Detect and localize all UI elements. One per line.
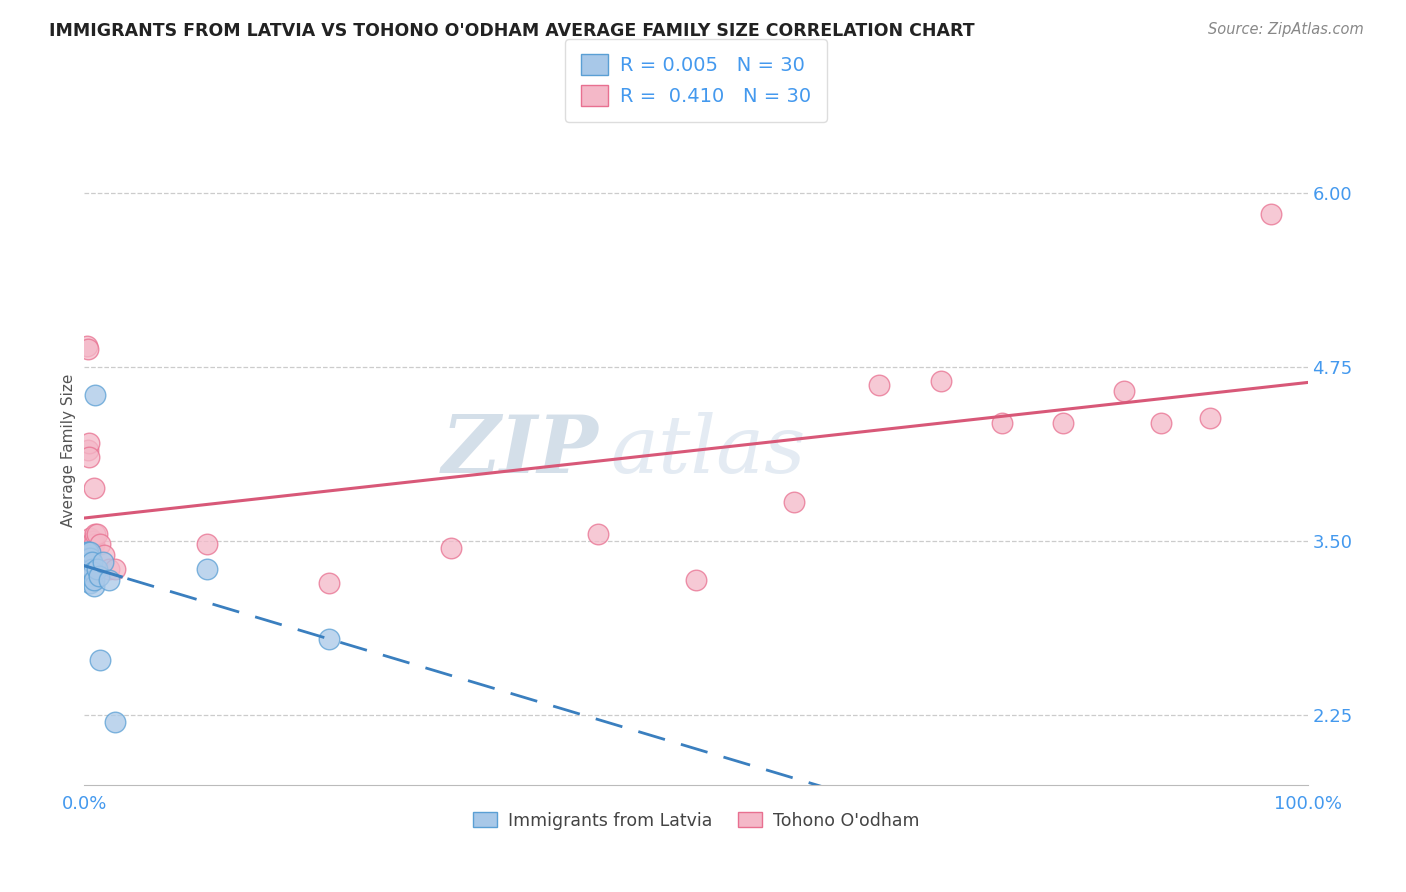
Point [77,443,100,458]
Point [79,545,101,559]
Point [77,436,100,450]
Point [195,562,218,576]
Point [318,575,340,590]
Point [586,527,609,541]
Point [80,555,103,569]
Point [86,562,108,576]
Point [869,378,891,392]
Point [76,545,98,559]
Text: Source: ZipAtlas.com: Source: ZipAtlas.com [1208,22,1364,37]
Point [77,555,100,569]
Point [83,579,105,593]
Point [82,534,104,549]
Point [1260,206,1282,220]
Point [104,562,127,576]
Point [93,548,115,562]
Point [84,387,107,401]
Legend: Immigrants from Latvia, Tohono O'odham: Immigrants from Latvia, Tohono O'odham [465,805,927,837]
Point [87,569,110,583]
Point [991,416,1014,430]
Point [929,374,952,388]
Point [195,537,218,551]
Point [77,450,100,465]
Point [83,573,105,587]
Point [91,555,114,569]
Point [75,555,97,569]
Point [1114,384,1136,398]
Point [79,531,101,545]
Point [79,562,101,576]
Point [83,537,105,551]
Point [77,545,100,559]
Point [83,481,105,495]
Point [77,569,100,583]
Point [89,537,111,551]
Point [97,562,120,576]
Point [77,342,100,356]
Point [1052,416,1074,430]
Point [79,550,101,565]
Y-axis label: Average Family Size: Average Family Size [60,374,76,527]
Point [76,548,98,562]
Point [440,541,463,555]
Point [77,565,100,579]
Point [80,537,103,551]
Point [77,559,100,574]
Point [77,550,100,565]
Text: atlas: atlas [610,412,806,489]
Point [76,339,98,353]
Point [318,632,340,646]
Point [1150,416,1173,430]
Point [1198,411,1220,425]
Point [77,562,100,576]
Point [783,495,806,509]
Point [97,573,120,587]
Point [76,550,98,565]
Text: IMMIGRANTS FROM LATVIA VS TOHONO O'ODHAM AVERAGE FAMILY SIZE CORRELATION CHART: IMMIGRANTS FROM LATVIA VS TOHONO O'ODHAM… [49,22,974,40]
Point [104,715,127,730]
Point [685,573,707,587]
Point [89,652,111,666]
Point [86,527,108,541]
Point [80,562,103,576]
Point [82,565,104,579]
Text: ZIP: ZIP [441,412,598,489]
Point [75,562,97,576]
Point [84,527,107,541]
Point [79,575,101,590]
